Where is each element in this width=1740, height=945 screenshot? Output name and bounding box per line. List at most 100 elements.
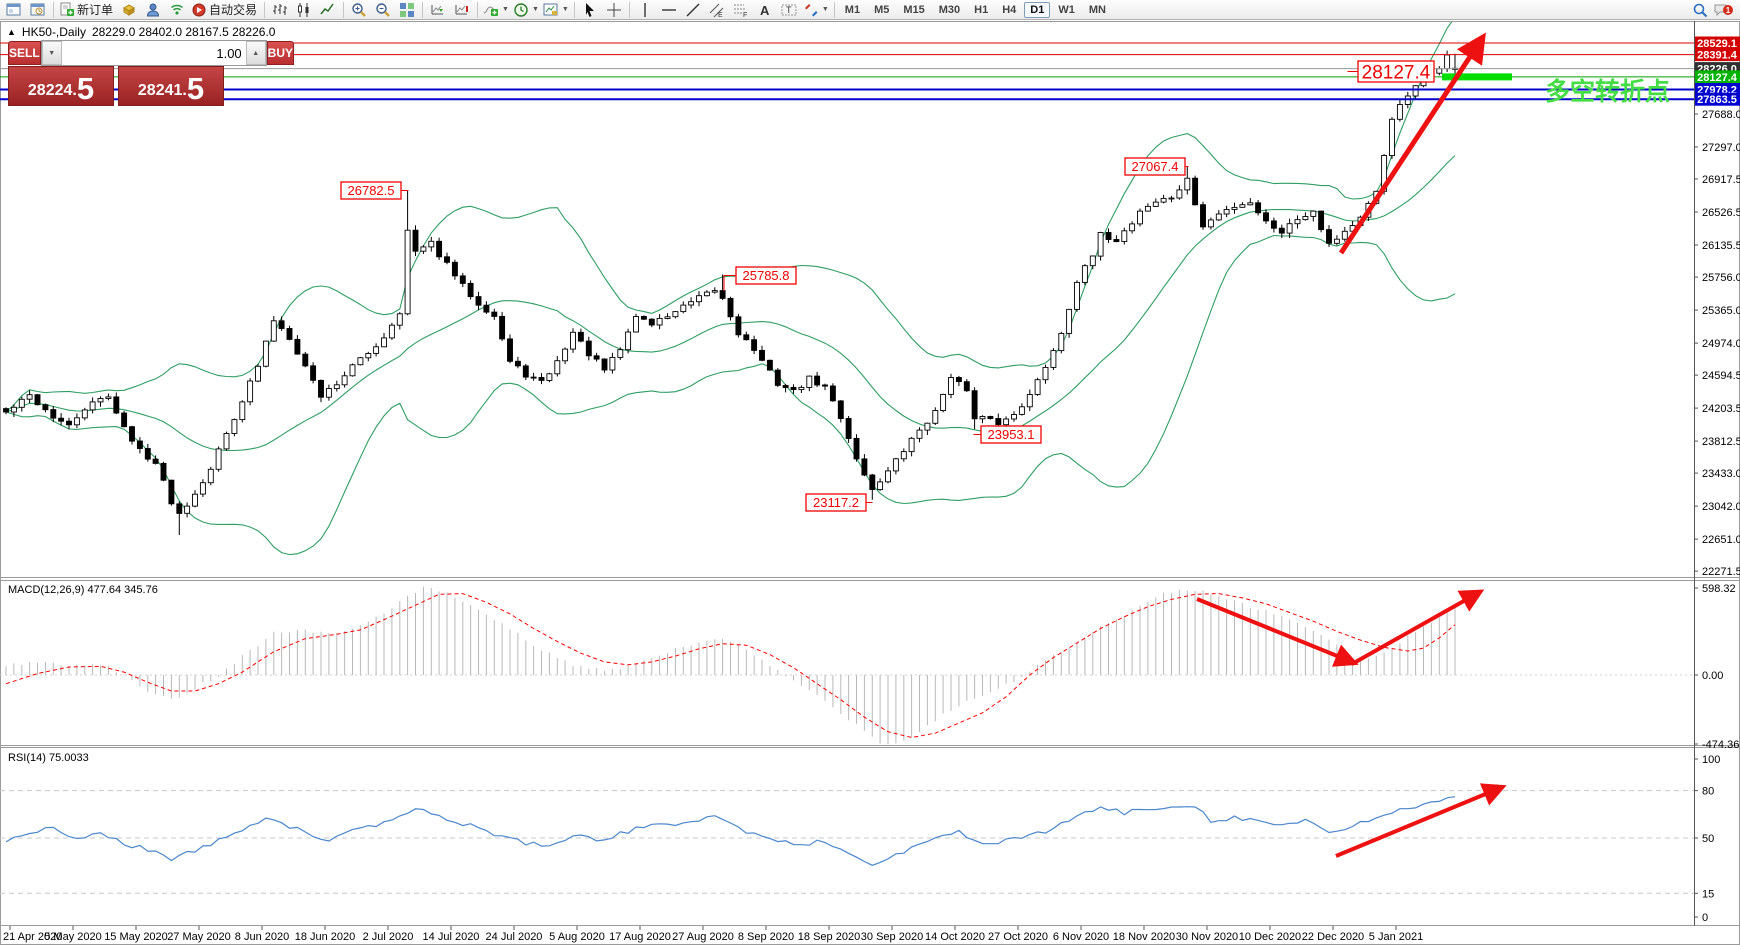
price-annotation-label[interactable]: 23117.2 bbox=[805, 493, 873, 512]
price-annotation-label[interactable]: 26782.5 bbox=[340, 181, 409, 200]
chart-symbol-period: HK50-,Daily bbox=[21, 25, 86, 39]
macd-axis[interactable]: 598.32 0.00 -474.36 bbox=[1694, 583, 1739, 751]
autotrading-button[interactable]: 自动交易 bbox=[189, 0, 261, 20]
macd-indicator-label: MACD(12,26,9) 477.64 345.76 bbox=[8, 584, 158, 596]
price-annotation-label[interactable]: 25785.8 bbox=[723, 266, 797, 291]
dropdown-arrow-icon[interactable]: ▼ bbox=[502, 6, 509, 13]
volume-increase-button[interactable]: ▲ bbox=[245, 41, 266, 65]
svg-text:23953.1: 23953.1 bbox=[988, 427, 1035, 442]
fibonacci-button[interactable]: F bbox=[729, 0, 753, 20]
bar-chart-button[interactable] bbox=[268, 0, 292, 20]
toolbar-separator bbox=[573, 1, 575, 18]
community-button[interactable] bbox=[141, 0, 165, 20]
timeframe-button-M1[interactable]: M1 bbox=[844, 3, 861, 16]
toolbar-separator bbox=[833, 1, 835, 18]
timeframe-button-M15[interactable]: M15 bbox=[903, 3, 925, 16]
text-label-button[interactable]: T bbox=[777, 0, 801, 20]
crosshair-button[interactable] bbox=[602, 0, 626, 20]
arrows-button[interactable]: ▼ bbox=[801, 0, 831, 20]
dropdown-arrow-icon[interactable]: ▼ bbox=[561, 6, 569, 13]
indicators-button[interactable]: ▼ bbox=[481, 0, 511, 20]
cursor-button[interactable] bbox=[578, 0, 602, 20]
svg-text:28127.4: 28127.4 bbox=[1362, 62, 1431, 83]
collapse-triangle-icon[interactable]: ▲ bbox=[7, 27, 16, 37]
svg-text:18 Sep 2020: 18 Sep 2020 bbox=[798, 931, 860, 943]
price-badge bbox=[1695, 48, 1740, 62]
timeframe-button-MN[interactable]: MN bbox=[1088, 3, 1106, 16]
chart-window-button[interactable] bbox=[2, 0, 26, 20]
candlestick-chart-button[interactable] bbox=[292, 0, 316, 20]
dropdown-arrow-icon[interactable]: ▼ bbox=[821, 6, 829, 13]
arrows-icon bbox=[804, 3, 818, 16]
chart-shift-button[interactable] bbox=[450, 0, 474, 20]
bull-bear-turning-point-text[interactable]: 多空转折点 bbox=[1545, 77, 1670, 106]
price-axis[interactable]: 27688.0 27297.0 26917.5 26526.5 26135.5 25756… bbox=[1694, 109, 1740, 578]
buy-price-display[interactable]: 28241. 5 bbox=[118, 66, 224, 106]
svg-text:22271.5: 22271.5 bbox=[1702, 566, 1740, 578]
svg-text:8 Sep 2020: 8 Sep 2020 bbox=[738, 931, 794, 943]
vertical-line-button[interactable] bbox=[633, 0, 657, 20]
trend-arrow[interactable] bbox=[1196, 597, 1359, 667]
periods-button[interactable]: ▼ bbox=[511, 0, 541, 20]
templates-button[interactable]: ▼ bbox=[541, 0, 571, 20]
price-annotation-label[interactable]: 28127.4 bbox=[1347, 60, 1435, 83]
price-axis-badges: 28529.128391.428226.028127.427978.227863… bbox=[1695, 36, 1740, 106]
notifications-button[interactable]: 1 bbox=[1712, 0, 1736, 20]
auto-scroll-button[interactable] bbox=[426, 0, 450, 20]
text-icon: A bbox=[760, 3, 770, 18]
svg-text:26782.5: 26782.5 bbox=[348, 183, 395, 198]
equidistant-channel-icon: E bbox=[709, 3, 724, 18]
timeframe-button-W1[interactable]: W1 bbox=[1058, 3, 1075, 16]
dropdown-arrow-icon[interactable]: ▼ bbox=[531, 6, 539, 13]
toolbar-separator bbox=[53, 1, 54, 18]
trend-arrow[interactable] bbox=[1335, 783, 1507, 858]
toolbar-separator bbox=[343, 1, 345, 18]
svg-text:T: T bbox=[786, 5, 792, 15]
svg-text:27688.0: 27688.0 bbox=[1702, 109, 1740, 121]
market-watch-button[interactable] bbox=[26, 0, 50, 20]
text-label-icon: T bbox=[781, 4, 797, 15]
tile-windows-button[interactable] bbox=[395, 0, 419, 20]
timeframe-button-D1[interactable]: D1 bbox=[1024, 1, 1051, 18]
svg-text:5 Aug 2020: 5 Aug 2020 bbox=[549, 931, 605, 943]
trendline-icon bbox=[686, 3, 700, 16]
timeframe-button-H1[interactable]: H1 bbox=[974, 3, 989, 16]
svg-text:18 Nov 2020: 18 Nov 2020 bbox=[1113, 931, 1175, 943]
sell-button[interactable]: SELL bbox=[8, 41, 41, 65]
signals-button[interactable] bbox=[165, 0, 189, 20]
equidistant-channel-button[interactable]: E bbox=[705, 0, 729, 20]
new-order-button[interactable]: 新订单 bbox=[57, 0, 117, 20]
timeframe-button-M30[interactable]: M30 bbox=[938, 3, 961, 16]
sell-price-display[interactable]: 28224. 5 bbox=[8, 66, 114, 106]
rsi-axis[interactable]: 100 80 50 15 0 bbox=[1694, 754, 1720, 924]
price-annotation-label[interactable]: 27067.4 bbox=[1124, 157, 1189, 176]
price-annotation-label[interactable]: 23953.1 bbox=[973, 425, 1042, 444]
svg-text:26135.5: 26135.5 bbox=[1702, 240, 1740, 252]
trend-arrow[interactable] bbox=[1351, 589, 1485, 666]
zoom-in-button[interactable] bbox=[347, 0, 371, 20]
text-button[interactable]: A bbox=[753, 0, 777, 20]
chart-title-bar: ▲ HK50-,Daily 28229.0 28402.0 28167.5 28… bbox=[7, 25, 275, 39]
trendline-button[interactable] bbox=[681, 0, 705, 20]
rsi-indicator bbox=[0, 790, 1694, 894]
timeframe-button-M5[interactable]: M5 bbox=[874, 3, 890, 16]
line-chart-button[interactable] bbox=[316, 0, 340, 20]
volume-input[interactable] bbox=[61, 41, 246, 65]
price-badge bbox=[1695, 36, 1740, 50]
toolbar-separator bbox=[422, 1, 424, 18]
svg-text:-474.36: -474.36 bbox=[1702, 739, 1739, 751]
new-order-label: 新订单 bbox=[77, 3, 114, 17]
expert-advisors-button[interactable] bbox=[117, 0, 141, 20]
trend-arrow[interactable] bbox=[1338, 32, 1486, 255]
horizontal-line-button[interactable] bbox=[657, 0, 681, 20]
buy-button[interactable]: BUY bbox=[266, 41, 295, 65]
community-icon bbox=[147, 3, 160, 16]
chart-window-icon bbox=[6, 3, 21, 15]
zoom-out-button[interactable] bbox=[371, 0, 395, 20]
search-button[interactable] bbox=[1688, 0, 1712, 20]
volume-decrease-button[interactable]: ▼ bbox=[41, 41, 62, 65]
timeframe-button-H4[interactable]: H4 bbox=[1002, 3, 1017, 16]
svg-text:27 Oct 2020: 27 Oct 2020 bbox=[988, 931, 1048, 943]
